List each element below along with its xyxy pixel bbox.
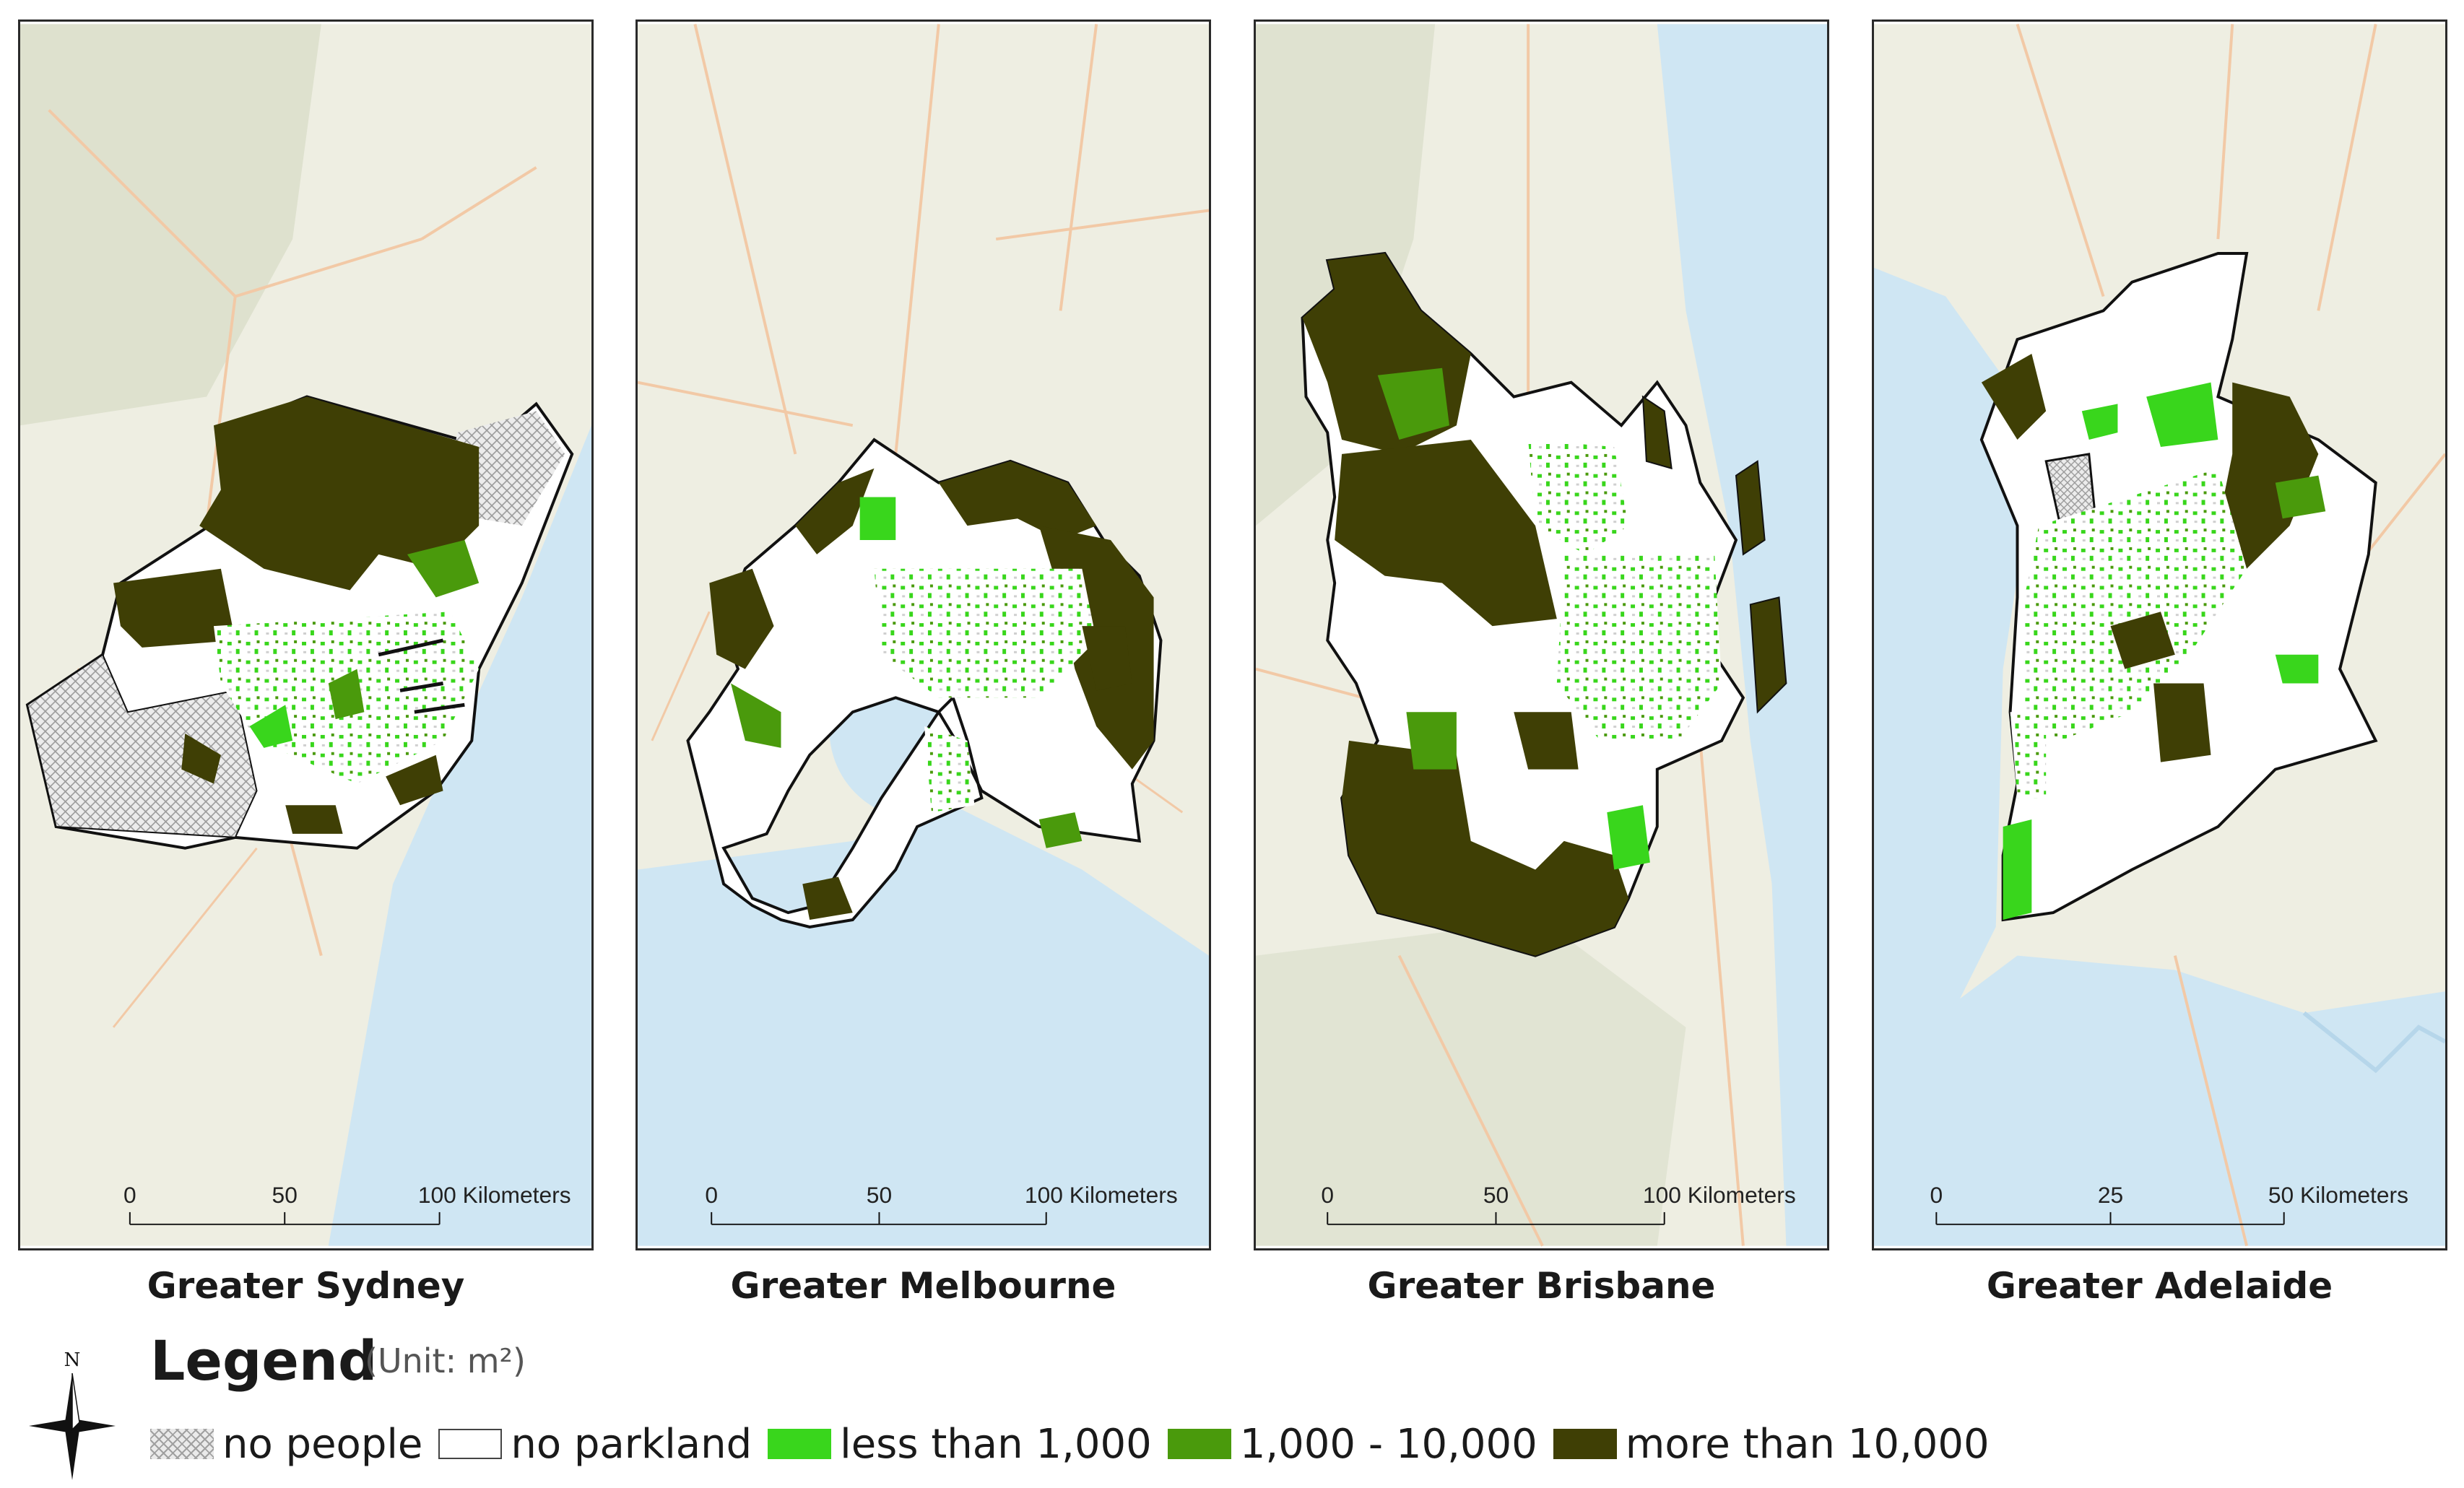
- legend-swatch-no-parkland: [438, 1429, 503, 1459]
- legend-swatch-more-than-10000: [1553, 1429, 1617, 1459]
- legend-label-more-than-10000: more than 10,000: [1625, 1420, 1990, 1468]
- panel-title: Greater Adelaide: [1986, 1265, 2333, 1307]
- legend-label-1000-10000: 1,000 - 10,000: [1239, 1420, 1537, 1468]
- scale-tick-2: 100 Kilometers: [1643, 1182, 1796, 1208]
- panel-title: Greater Melbourne: [730, 1265, 1116, 1307]
- panel-title: Greater Brisbane: [1367, 1265, 1716, 1307]
- brisbane-map: 0 50 100 Kilometers: [1256, 24, 1827, 1247]
- melbourne-map: 0 50 100 Kilometers: [638, 23, 1209, 1246]
- north-label: N: [64, 1350, 81, 1371]
- scale-tick-1: 50: [867, 1182, 892, 1208]
- north-arrow-icon: N: [29, 1350, 116, 1480]
- map-panel-adelaide: 0 25 50 Kilometers: [1872, 19, 2447, 1250]
- scale-tick-2: 50 Kilometers: [2268, 1182, 2408, 1208]
- adelaide-map: 0 25 50 Kilometers: [1874, 23, 2445, 1247]
- map-panel-melbourne: 0 50 100 Kilometers: [635, 19, 1211, 1250]
- scale-tick-1: 50: [272, 1182, 298, 1208]
- legend-title: Legend: [150, 1328, 378, 1393]
- scale-tick-0: 0: [123, 1182, 136, 1208]
- scale-tick-1: 50: [1483, 1182, 1509, 1208]
- legend-swatch-no-people: [150, 1429, 214, 1459]
- panel-title: Greater Sydney: [147, 1265, 465, 1307]
- scale-tick-2: 100 Kilometers: [1025, 1182, 1178, 1208]
- legend-label-no-parkland: no parkland: [511, 1420, 752, 1468]
- legend-swatch-less-than-1000: [768, 1429, 832, 1459]
- legend-swatch-1000-10000: [1167, 1429, 1231, 1459]
- scale-tick-2: 100 Kilometers: [418, 1182, 571, 1208]
- scale-tick-0: 0: [1930, 1182, 1943, 1208]
- scale-tick-1: 25: [2098, 1182, 2123, 1208]
- legend-unit: (Unit: m²): [365, 1341, 526, 1380]
- map-panel-brisbane: 0 50 100 Kilometers: [1254, 19, 1829, 1250]
- sydney-map: 0 50 100 Kilometers: [20, 24, 591, 1246]
- scale-tick-0: 0: [1321, 1182, 1334, 1208]
- scale-tick-0: 0: [705, 1182, 718, 1208]
- map-panel-sydney: 0 50 100 Kilometers: [18, 19, 594, 1250]
- legend-items: no people no parkland less than 1,000 1,…: [150, 1411, 2005, 1476]
- legend-label-no-people: no people: [222, 1420, 423, 1468]
- legend-label-less-than-1000: less than 1,000: [840, 1420, 1152, 1468]
